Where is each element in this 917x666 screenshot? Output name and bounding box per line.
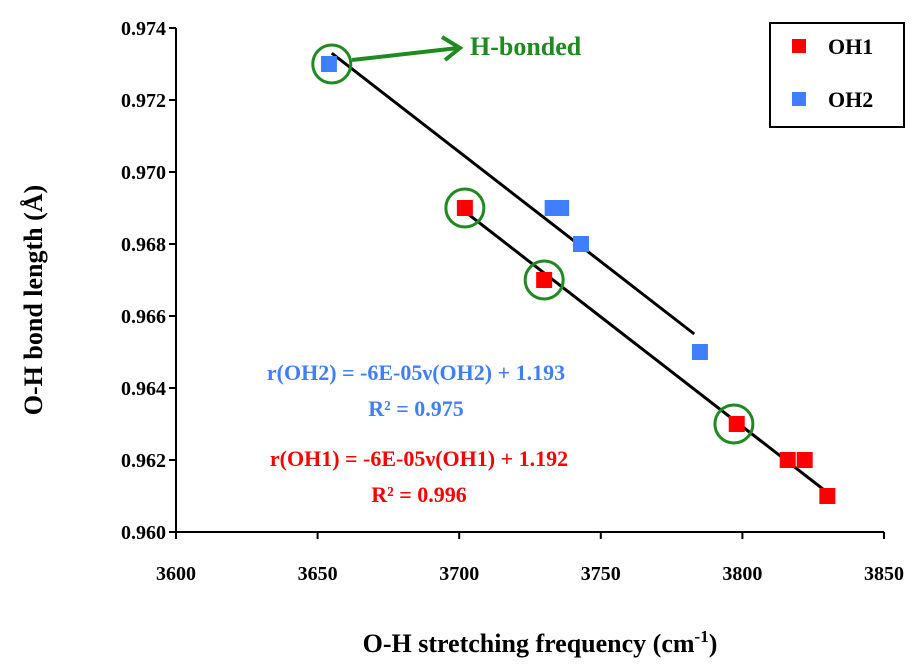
x-tick-label: 3650 [298, 563, 338, 585]
x-tick-label: 3800 [722, 563, 762, 585]
legend: OH1 OH2 [769, 22, 905, 128]
point-oh1 [536, 272, 553, 288]
y-tick-label: 0.966 [121, 306, 166, 328]
point-oh2 [691, 344, 708, 360]
point-oh2 [553, 200, 570, 216]
y-tick-label: 0.964 [121, 378, 166, 400]
oh2-equation: r(OH2) = -6E-05ν(OH2) + 1.193 [267, 360, 565, 385]
data-points [320, 56, 836, 504]
arrow-head [440, 35, 464, 62]
oh1-r-squared: R² = 0.996 [371, 482, 467, 507]
x-axis-title-sup: -1 [695, 627, 709, 646]
legend-swatch-oh2 [792, 92, 806, 106]
point-oh1 [728, 416, 745, 432]
x-axis-title: O-H stretching frequency (cm-1) [363, 627, 718, 658]
point-oh2 [572, 236, 589, 252]
oh1-equation: r(OH1) = -6E-05ν(OH1) + 1.192 [270, 446, 568, 471]
legend-label-oh2: OH2 [828, 87, 873, 112]
h-bonded-label: H-bonded [470, 32, 582, 61]
h-bonded-circle [523, 259, 565, 301]
x-tick-label: 3600 [156, 563, 196, 585]
x-axis-title-main: O-H stretching frequency (cm [363, 629, 695, 658]
point-oh1 [779, 452, 796, 468]
x-tick-label: 3850 [864, 563, 904, 585]
h-bonded-circle [713, 403, 755, 445]
fit-line-oh1 [463, 210, 829, 494]
y-tick-label: 0.960 [121, 522, 166, 544]
highlight-circles [311, 43, 755, 445]
x-tick-label: 3750 [581, 563, 621, 585]
h-bonded-arrow [351, 46, 459, 62]
fit-line-oh2 [330, 52, 696, 336]
legend-label-oh1: OH1 [828, 34, 873, 59]
point-oh1 [819, 488, 836, 504]
h-bonded-circle [311, 43, 353, 85]
point-oh1 [796, 452, 813, 468]
y-tick-label: 0.972 [121, 90, 166, 112]
x-tick-label: 3700 [439, 563, 479, 585]
y-tick-label: 0.962 [121, 450, 166, 472]
y-axis-title: O-H bond length (Å) [19, 185, 48, 415]
y-tick-label: 0.968 [121, 234, 166, 256]
point-oh2 [320, 56, 337, 72]
legend-swatch-oh1 [792, 39, 806, 53]
x-axis-title-tail: ) [709, 629, 718, 658]
h-bonded-circle [444, 187, 486, 229]
fit-lines [330, 52, 829, 494]
y-tick-label: 0.974 [121, 18, 166, 40]
point-oh1 [456, 200, 473, 216]
y-tick-label: 0.970 [121, 162, 166, 184]
x-ticks: 3600 3650 3700 3750 3800 3850 [156, 532, 904, 585]
h-bonded-annotation: H-bonded [351, 32, 582, 62]
oh2-r-squared: R² = 0.975 [368, 396, 464, 421]
y-ticks: 0.960 0.962 0.964 0.966 0.968 0.970 0.972 0.974 [121, 18, 176, 544]
